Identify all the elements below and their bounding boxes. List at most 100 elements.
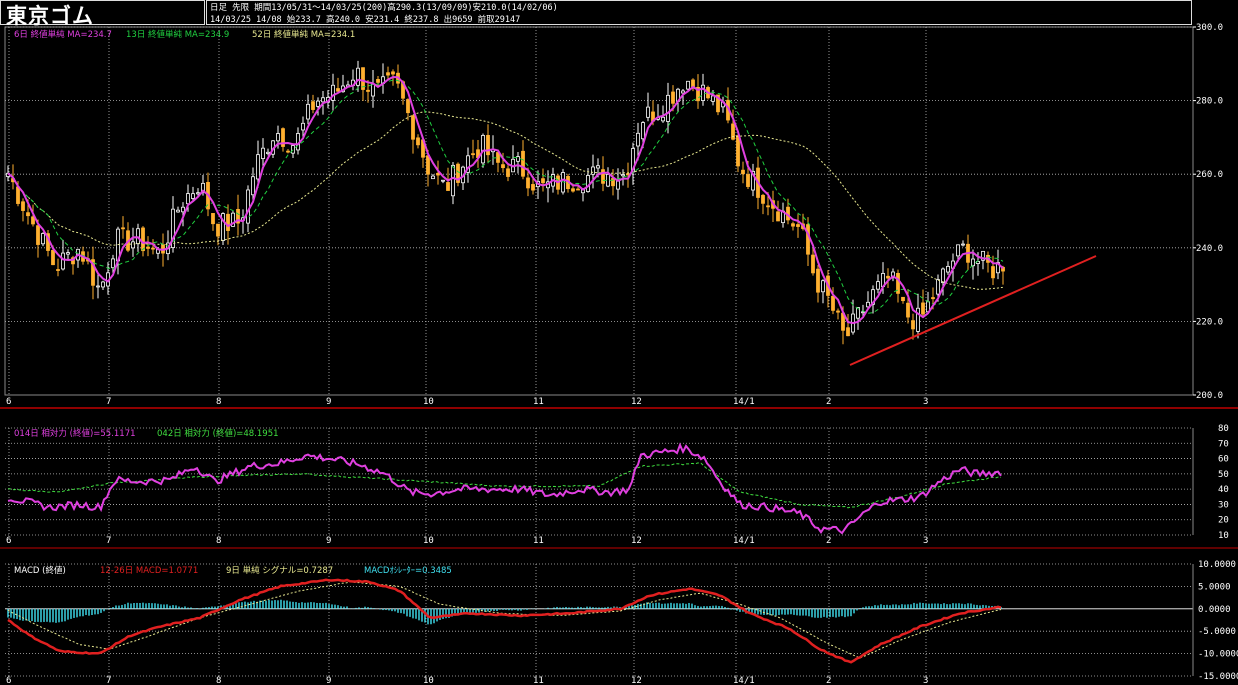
- candle-body: [541, 178, 545, 184]
- candle-body: [681, 90, 685, 94]
- candle-body: [906, 302, 910, 318]
- candle-body: [286, 150, 290, 153]
- candle-body: [611, 178, 615, 187]
- x-axis-label: 11: [533, 676, 544, 685]
- candle-body: [121, 227, 125, 230]
- candle-body: [751, 170, 755, 191]
- candle-body: [806, 224, 810, 255]
- candle-body: [501, 164, 505, 169]
- candle-body: [846, 327, 850, 337]
- candle-body: [66, 252, 70, 255]
- candle-body: [201, 182, 205, 193]
- candle-body: [661, 116, 665, 122]
- candle-body: [776, 211, 780, 222]
- signal-legend: 9日 単純 シグナル=0.7287: [226, 566, 334, 576]
- candle-body: [856, 307, 860, 319]
- price-y-tick: 220.0: [1196, 317, 1223, 327]
- candle-body: [61, 252, 65, 270]
- candle-body: [361, 67, 365, 90]
- macd-title-legend: MACD (終値): [14, 566, 66, 576]
- candle-body: [21, 201, 25, 211]
- x-axis-label: 7: [106, 676, 111, 685]
- info-box: [206, 0, 1192, 25]
- macd-y-tick: 5.0000: [1198, 582, 1231, 592]
- candle-body: [176, 209, 180, 213]
- ma13-legend: 13日 終値単純 MA=234.9: [126, 30, 230, 40]
- x-axis-label: 6: [6, 536, 11, 546]
- candle-body: [506, 168, 510, 177]
- rsi-y-tick: 80: [1218, 424, 1229, 434]
- x-axis-label: 11: [533, 536, 544, 546]
- candle-body: [251, 176, 255, 196]
- candle-body: [36, 225, 40, 245]
- candle-body: [691, 79, 695, 88]
- candle-body: [981, 250, 985, 261]
- candle-body: [916, 307, 920, 332]
- candle-body: [186, 193, 190, 205]
- price-y-tick: 260.0: [1196, 170, 1223, 180]
- macd-legend: 12-26日 MACD=1.0771: [100, 566, 199, 576]
- candle-body: [26, 212, 30, 217]
- candle-body: [626, 173, 630, 176]
- candle-body: [521, 150, 525, 177]
- candle-body: [956, 244, 960, 257]
- candle-body: [766, 205, 770, 208]
- lines-layer: [7, 75, 1097, 664]
- macd-y-tick: -15.0000: [1198, 672, 1238, 682]
- candle-body: [571, 188, 575, 192]
- ma13-line: [7, 79, 1004, 314]
- x-axis-label: 10: [423, 676, 434, 685]
- macd-y-tick: -5.0000: [1198, 627, 1236, 637]
- candle-body: [416, 137, 420, 146]
- rsi42-legend: 042日 相対力 (終値)=48.1951: [157, 429, 279, 439]
- rsi-y-tick: 50: [1218, 470, 1229, 480]
- candle-body: [171, 208, 175, 249]
- candle-body: [606, 173, 610, 187]
- macd-oscillator-layer: [7, 599, 1002, 625]
- candle-body: [576, 188, 580, 191]
- candle-body: [631, 148, 635, 173]
- candle-body: [151, 247, 155, 250]
- candle-body: [246, 189, 250, 224]
- latest-quote-info: 14/03/25 14/08 始233.7 高240.0 安231.4 終237…: [210, 15, 521, 25]
- candle-body: [56, 269, 60, 271]
- candle-body: [386, 72, 390, 76]
- candle-body: [211, 213, 215, 225]
- rsi14-legend: 014日 相対力 (終値)=55.1171: [14, 429, 136, 439]
- candle-body: [446, 182, 450, 191]
- candle-body: [696, 86, 700, 102]
- x-axis-label: 2: [826, 676, 831, 685]
- candle-body: [686, 80, 690, 90]
- price-y-tick: 300.0: [1196, 23, 1223, 33]
- candle-body: [96, 285, 100, 288]
- candle-body: [816, 268, 820, 293]
- rsi-y-tick: 70: [1218, 439, 1229, 449]
- rsi14-line: [7, 442, 1002, 535]
- candle-body: [31, 216, 35, 225]
- candle-body: [51, 249, 55, 266]
- candle-body: [356, 67, 360, 86]
- price-y-tick: 280.0: [1196, 97, 1223, 107]
- candle-body: [931, 297, 935, 300]
- candle-body: [876, 281, 880, 290]
- candle-body: [796, 224, 800, 227]
- candle-body: [936, 279, 940, 295]
- x-axis-label: 8: [216, 676, 221, 685]
- candle-body: [141, 227, 145, 252]
- candle-body: [456, 163, 460, 183]
- price-y-tick: 200.0: [1196, 391, 1223, 401]
- period-info: 日足 先限 期間13/05/31〜14/03/25(200)高290.3(13/…: [210, 3, 558, 13]
- candle-body: [821, 280, 825, 293]
- x-axis-label: 6: [6, 676, 11, 685]
- candle-body: [711, 95, 715, 102]
- x-axis-label: 8: [216, 536, 221, 546]
- candle-body: [426, 155, 430, 175]
- candle-body: [621, 174, 625, 177]
- instrument-title: 東京ゴム: [6, 4, 94, 28]
- x-axis-label: 9: [326, 676, 331, 685]
- candle-body: [641, 122, 645, 140]
- candle-body: [946, 265, 950, 273]
- candle-body: [311, 101, 315, 110]
- candle-body: [441, 179, 445, 182]
